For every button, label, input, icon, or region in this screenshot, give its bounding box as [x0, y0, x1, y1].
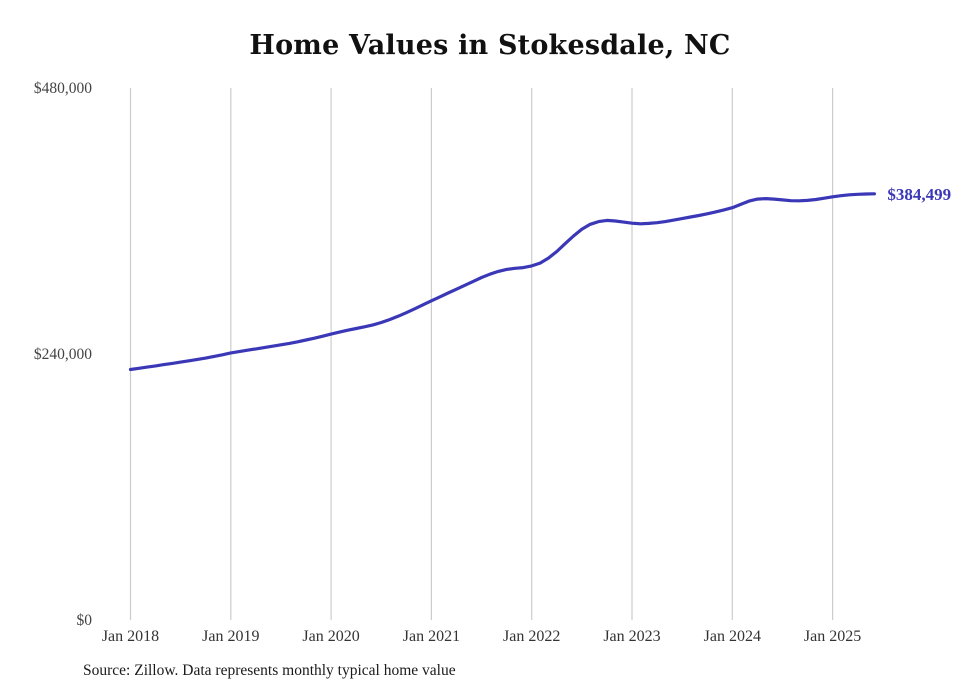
x-tick-label: Jan 2018	[102, 628, 159, 645]
x-tick-label: Jan 2022	[503, 628, 560, 645]
x-tick-label: Jan 2020	[302, 628, 359, 645]
chart-title: Home Values in Stokesdale, NC	[249, 30, 731, 61]
x-tick-label: Jan 2019	[202, 628, 259, 645]
x-tick-label: Jan 2024	[704, 628, 761, 645]
x-tick-label: Jan 2021	[403, 628, 460, 645]
price-line	[128, 192, 876, 372]
source-note: Source: Zillow. Data represents monthly …	[83, 662, 456, 679]
x-tick-label: Jan 2023	[603, 628, 660, 645]
price-end-label: $384,499	[887, 185, 951, 204]
y-tick-label: $240,000	[34, 346, 92, 363]
y-tick-label: $480,000	[34, 80, 92, 97]
y-tick-label: $0	[77, 612, 93, 629]
x-tick-label: Jan 2025	[804, 628, 861, 645]
